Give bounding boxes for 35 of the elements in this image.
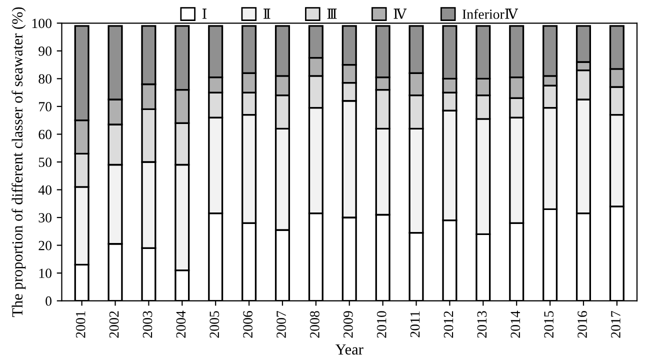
x-tick-label: 2005 — [210, 311, 220, 338]
y-tick-label: 0 — [46, 296, 52, 306]
y-tick-label: 30 — [38, 213, 52, 222]
x-axis-title: Year — [335, 344, 364, 355]
y-tick-label: 40 — [38, 185, 52, 195]
x-tick-label: 2009 — [343, 311, 353, 338]
x-tick-label: 2011 — [410, 311, 420, 338]
x-tick-label: 2016 — [578, 310, 587, 338]
y-tick-label: 100 — [32, 18, 52, 28]
x-tick-label: 2003 — [142, 311, 152, 338]
y-tick-label: 70 — [39, 102, 52, 112]
legend-label: Ⅰ — [202, 8, 206, 19]
y-tick-label: 20 — [38, 240, 52, 250]
x-tick-label: 2013 — [477, 311, 487, 338]
legend-label: Ⅲ — [327, 8, 337, 19]
legend-label: Ⅳ — [394, 8, 407, 19]
x-tick-label: 2008 — [310, 311, 320, 338]
y-tick-label: 80 — [38, 74, 52, 84]
y-axis-title: The proportion of different classer of seawater (%) — [12, 7, 26, 318]
y-tick-label: 50 — [38, 158, 52, 167]
x-tick-label: 2017 — [611, 310, 620, 338]
y-tick-label: 60 — [38, 130, 52, 140]
y-tick-label: 90 — [38, 46, 52, 56]
x-tick-label: 2002 — [109, 311, 119, 338]
x-tick-label: 2007 — [276, 310, 286, 338]
legend-label: Ⅱ — [264, 8, 270, 19]
x-tick-label: 2015 — [544, 311, 554, 338]
x-tick-label: 2014 — [510, 310, 520, 338]
x-tick-label: 2004 — [176, 310, 186, 338]
legend-label: InferiorⅣ — [462, 8, 518, 19]
x-tick-label: 2010 — [376, 311, 386, 338]
x-tick-label: 2012 — [444, 311, 454, 338]
x-tick-label: 2001 — [76, 311, 86, 338]
x-tick-label: 2006 — [243, 310, 253, 338]
y-tick-label: 10 — [39, 268, 52, 278]
